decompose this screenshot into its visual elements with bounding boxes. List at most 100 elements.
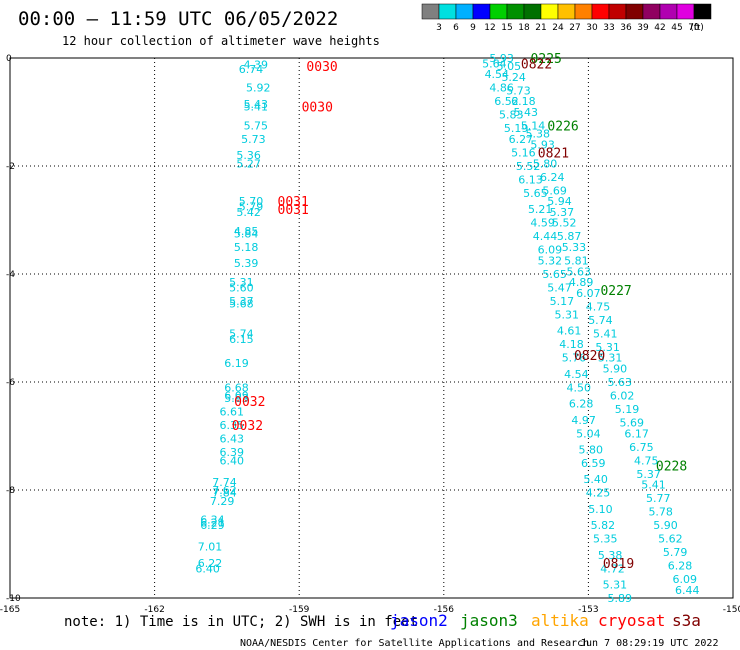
color-swatch: [455, 3, 474, 20]
wave-height-point: 5.14: [521, 120, 546, 133]
wave-height-point: 6.21: [200, 516, 225, 529]
wave-height-point: 7.29: [210, 495, 235, 508]
wave-height-point: 4.75: [634, 454, 659, 467]
wave-height-point: 5.37: [636, 468, 661, 481]
wave-height-point: 6.15: [229, 333, 254, 346]
wave-height-point: 5.31: [554, 309, 579, 322]
plot-frame: [9, 57, 734, 599]
wave-height-point: 5.63: [567, 265, 592, 278]
wave-height-point: 5.05: [497, 60, 522, 73]
wave-height-point: 5.42: [236, 206, 261, 219]
pass-time-label: 0227: [600, 284, 631, 299]
wave-height-point: 4.97: [571, 414, 596, 427]
wave-height-point: 5.32: [538, 255, 563, 268]
wave-height-point: 5.73: [241, 133, 266, 146]
wave-height-point: 6.68: [224, 381, 249, 394]
wave-height-point: 6.52: [494, 95, 519, 108]
color-scale-label: 30: [586, 23, 598, 33]
chart-title: 00:00 – 11:59 UTC 06/05/2022: [18, 8, 338, 30]
wave-height-point: 4.75: [586, 300, 611, 313]
wave-height-point: 5.04: [576, 427, 601, 440]
mission-legend: jason2 jason3 altika cryosat s3a: [390, 611, 701, 630]
wave-height-point: 5.73: [506, 84, 531, 97]
color-scale-legend: 3 6 9 12 15 18 21 24 27 30 33 36 39 42 45 70(ft): [421, 3, 712, 33]
wave-height-point: 6.28: [668, 560, 693, 573]
wave-height-point: 4.61: [557, 325, 582, 338]
pass-time-label: 0030: [302, 101, 333, 116]
wave-height-point: 5.74: [588, 314, 613, 327]
wave-height-point: 5.31: [598, 352, 623, 365]
color-swatch: [659, 3, 678, 20]
wave-height-point: 6.34: [200, 514, 225, 527]
pass-time-label: 0032: [232, 419, 263, 434]
pass-time-label: 0031: [278, 203, 309, 218]
wave-height-point: 4.18: [559, 338, 584, 351]
y-tick-label: -8: [6, 486, 15, 496]
pass-time-label: 0819: [603, 557, 634, 572]
wave-height-point: 5.38: [598, 549, 623, 562]
color-scale-label: 42: [654, 23, 665, 33]
wave-height-point: 4.39: [244, 58, 269, 71]
wave-height-point: 5.69: [620, 417, 645, 430]
pass-time-label: 0821: [538, 147, 569, 162]
color-swatch: [676, 3, 695, 20]
y-tick-label: 0: [6, 54, 12, 64]
wave-height-point: 6.27: [509, 133, 534, 146]
wave-height-point: 5.79: [663, 546, 688, 559]
wave-height-point: 6.18: [511, 95, 536, 108]
mission-legend-item: jason3: [460, 611, 518, 630]
wave-height-point: 5.41: [244, 101, 269, 114]
wave-height-point: 5.75: [244, 120, 269, 133]
wave-height-point: 6.43: [219, 433, 244, 446]
wave-height-point: 5.83: [499, 109, 524, 122]
wave-height-point: 6.17: [624, 427, 649, 440]
pass-time-label: 0030: [306, 60, 337, 75]
wave-height-point: 6.09: [224, 390, 249, 403]
color-scale-label: 24: [552, 23, 564, 33]
color-swatch: [591, 3, 610, 20]
color-swatch: [438, 3, 457, 20]
wave-height-point: 5.82: [591, 519, 616, 532]
wave-height-point: 5.38: [526, 128, 551, 141]
wave-height-point: 5.76: [562, 352, 587, 365]
wave-height-point: 5.47: [547, 282, 572, 295]
wave-height-point: 5.78: [648, 506, 673, 519]
mission-legend-item: jason2: [390, 611, 448, 630]
wave-height-point: 5.43: [513, 106, 538, 119]
wave-height-point: 5.52: [552, 217, 577, 230]
wave-height-point: 6.09: [673, 573, 698, 586]
wave-height-point: 6.75: [629, 441, 654, 454]
color-swatch: [693, 3, 712, 20]
wave-height-point: 4.72: [600, 562, 625, 575]
color-scale-label: 3: [436, 23, 442, 33]
wave-height-point: 4.54: [564, 368, 589, 381]
wave-height-point: 6.28: [569, 398, 594, 411]
wave-height-point: 4.54: [485, 68, 510, 81]
wave-height-point: 6.13: [518, 174, 543, 187]
color-swatch: [506, 3, 525, 20]
wave-height-point: 5.79: [239, 201, 264, 214]
wave-height-point: 5.37: [550, 206, 575, 219]
mission-legend-item: cryosat: [598, 611, 665, 630]
y-axis-ticks: 0 -2 -4 -6 -8 -10: [6, 54, 21, 604]
wave-height-point: 5.70: [239, 195, 264, 208]
wave-height-point: 5.60: [229, 282, 254, 295]
wave-height-point: 7.74: [212, 476, 237, 489]
wave-height-point: 5.27: [236, 157, 261, 170]
footer-credit: NOAA/NESDIS Center for Satellite Applica…: [240, 638, 589, 649]
color-swatch: [642, 3, 661, 20]
x-tick-label: -159: [289, 605, 310, 615]
y-tick-label: -4: [6, 270, 15, 280]
wave-height-point: 5.10: [588, 503, 613, 516]
pass-time-label: 0228: [656, 460, 687, 475]
data-points: 4.396.745.925.435.415.755.735.365.275.70…: [195, 52, 699, 605]
wave-height-point: 5.84: [234, 228, 259, 241]
wave-height-point: 5.92: [246, 82, 271, 95]
x-axis-ticks: -165 -162 -159 -156 -153 -150: [0, 605, 740, 615]
wave-height-point: 6.59: [581, 457, 606, 470]
wave-height-point: 5.16: [511, 147, 536, 160]
chart-subtitle: 12 hour collection of altimeter wave hei…: [62, 34, 380, 48]
wave-height-point: 6.40: [219, 454, 244, 467]
